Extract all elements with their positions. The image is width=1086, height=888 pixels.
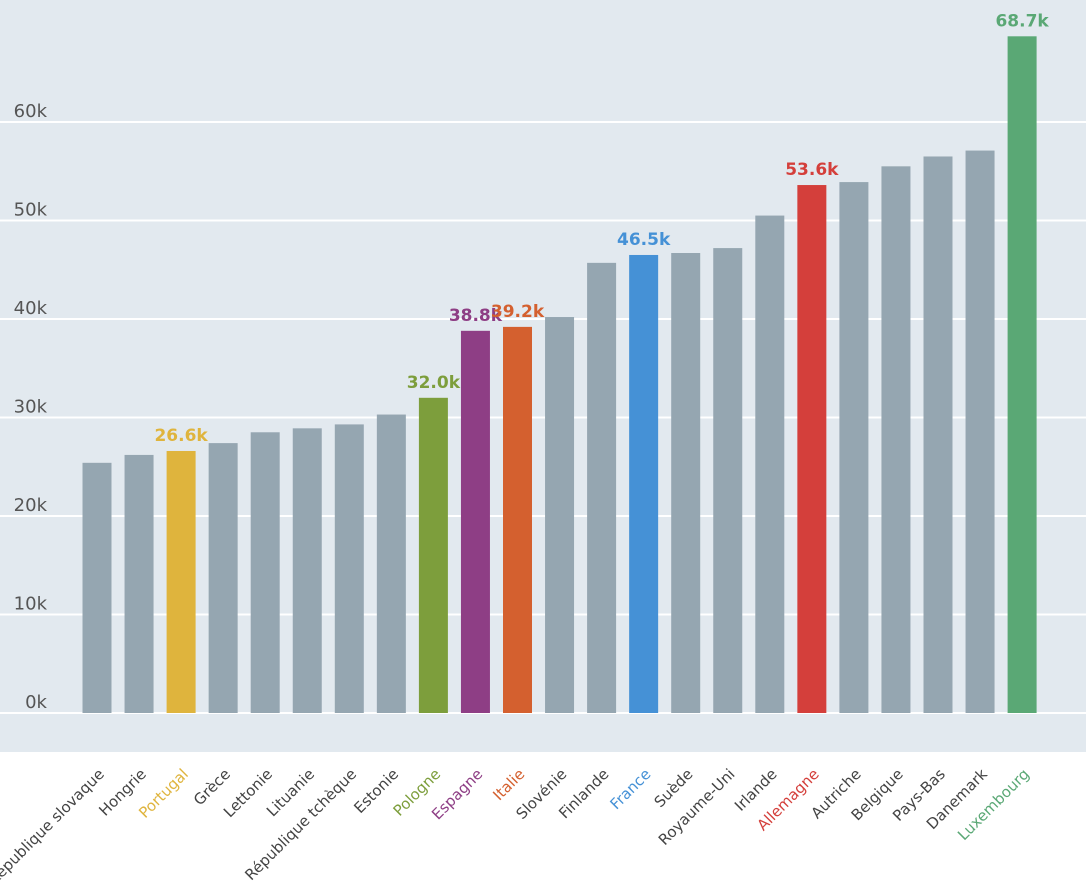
y-tick-label: 50k [14,200,48,221]
y-axis-ticks: 0k 10k 20k 30k 40k 50k 60k [14,101,48,713]
bar [166,450,196,713]
bar [82,462,112,713]
category-label: République slovaque [0,765,108,888]
bar [334,424,364,713]
bar [418,397,448,713]
bar [250,432,280,713]
y-tick-label: 30k [14,397,48,418]
bar [376,414,406,713]
bar [839,182,869,713]
bars [82,36,1037,714]
data-label: 39.2k [491,302,545,322]
y-tick-label: 60k [14,101,48,122]
bar [671,253,701,713]
category-label: France [606,765,654,813]
bar [292,428,322,713]
bar [587,262,617,713]
bar [545,317,575,713]
plot-background [0,0,1086,752]
data-label: 68.7k [995,11,1049,31]
bar [797,185,827,714]
y-tick-label: 40k [14,298,48,319]
y-tick-label: 10k [14,594,48,615]
data-label: 46.5k [617,230,671,250]
category-label: Royaume-Uni [655,765,739,849]
bar [755,215,785,713]
data-label: 32.0k [407,373,461,393]
bar [881,166,911,713]
category-labels: République slovaqueHongriePortugalGrèceL… [0,765,1033,888]
bar [460,330,490,713]
data-label: 53.6k [785,160,839,180]
bar [923,156,953,714]
y-tick-label: 0k [25,692,47,713]
bar [1007,36,1037,714]
bar [124,454,154,713]
bar [629,254,659,713]
bar [713,248,743,713]
bar [208,443,238,713]
data-label: 26.6k [154,426,208,446]
data-label: 38.8k [449,306,503,326]
bar [965,150,995,713]
y-tick-label: 20k [14,495,48,516]
category-label: Italie [489,765,528,804]
bar [503,326,532,713]
